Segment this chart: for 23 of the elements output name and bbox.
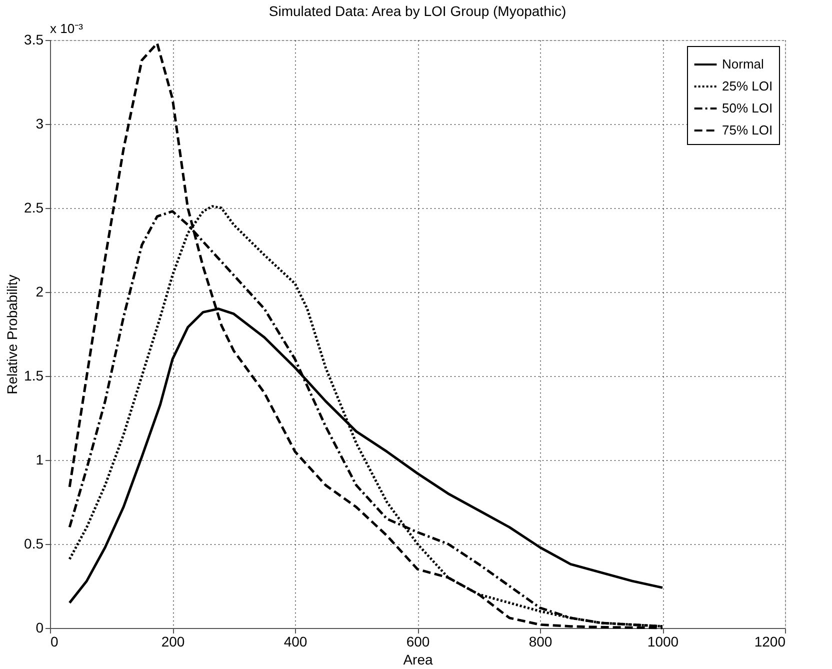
y-tick-label: 2.5 (24, 200, 44, 216)
x-tick-label: 1200 (754, 634, 786, 650)
x-tick-label: 1000 (647, 634, 679, 650)
legend-label: Normal (722, 56, 764, 72)
x-tick-label: 400 (284, 634, 308, 650)
y-tick-label: 1 (36, 452, 44, 468)
chart-title: Simulated Data: Area by LOI Group (Myopathic) (268, 3, 566, 19)
y-tick-label: 3.5 (24, 32, 44, 48)
x-axis-title: Area (403, 652, 433, 668)
legend-label: 75% LOI (722, 122, 773, 138)
x-tick-label: 800 (528, 634, 552, 650)
y-tick-label: 2 (36, 284, 44, 300)
x-tick-label: 0 (50, 634, 58, 650)
y-tick-label: 0.5 (24, 536, 44, 552)
x-tick-label: 600 (406, 634, 430, 650)
y-axis-title: Relative Probability (4, 274, 20, 394)
text: x 10⁻³ (50, 21, 84, 36)
y-tick-label: 1.5 (24, 368, 44, 384)
y-tick-label: 3 (36, 116, 44, 132)
x-tick-label: 200 (161, 634, 185, 650)
legend-label: 25% LOI (722, 78, 773, 94)
y-tick-label: 0 (36, 620, 44, 636)
legend-label: 50% LOI (722, 100, 773, 116)
